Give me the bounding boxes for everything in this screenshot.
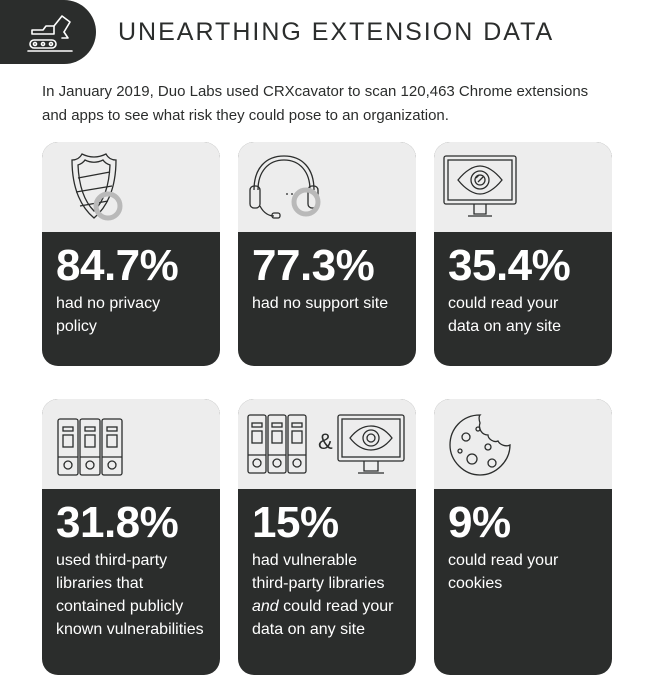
stat-card-privacy: 84.7% had no privacy policy: [42, 142, 220, 366]
stat-card-cookies: 9% could read your cookies: [434, 399, 612, 675]
stat-description: had vulnerable third-party libraries and …: [252, 552, 394, 638]
stat-value: 77.3%: [252, 241, 375, 290]
shield-icon: [71, 153, 123, 221]
stat-description: had no privacy policy: [56, 295, 161, 335]
stat-value: 35.4%: [448, 241, 571, 290]
excavator-icon: [27, 15, 73, 52]
stat-description: could read your data on any site: [448, 295, 561, 335]
card-icon-area: [42, 142, 220, 232]
intro-text: In January 2019, Duo Labs used CRXcavato…: [42, 83, 589, 124]
card-icon-area: [42, 399, 220, 489]
card-icon-area: [238, 142, 416, 232]
page-title: UNEARTHING EXTENSION DATA: [118, 18, 555, 46]
stat-value: 84.7%: [56, 241, 179, 290]
stat-value: 31.8%: [56, 498, 179, 547]
stat-value: 9%: [448, 498, 511, 547]
stat-value: 15%: [252, 498, 339, 547]
headset-icon: [249, 155, 321, 219]
card-icon-area: &: [238, 399, 416, 489]
stat-card-support: 77.3% had no support site: [238, 142, 416, 366]
cookie-icon: [449, 414, 511, 476]
stat-description: used third-party libraries that contained…: [56, 552, 204, 638]
stat-card-third-party-libs: 31.8% used third-party libraries that con…: [42, 399, 220, 675]
stat-card-vulnerable-and-read: & 15% had vulnerable third-party librarie…: [238, 399, 416, 675]
stat-description: could read your cookies: [448, 552, 559, 592]
card-icon-area: [434, 399, 612, 489]
monitor-eye-icon: [443, 155, 517, 217]
stat-description: had no support site: [252, 295, 389, 312]
ampersand-symbol: &: [318, 429, 333, 454]
binders-and-monitor-icon: [247, 414, 405, 474]
stat-card-read-data: 35.4% could read your data on any site: [434, 142, 612, 366]
binders-icon: [57, 418, 123, 476]
card-icon-area: [434, 142, 612, 232]
header-badge: [0, 0, 96, 64]
